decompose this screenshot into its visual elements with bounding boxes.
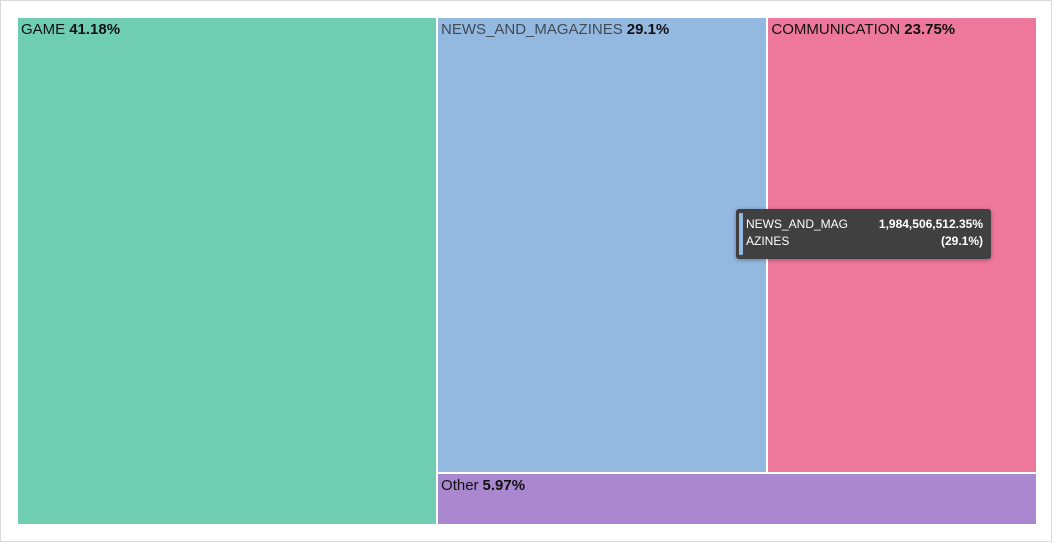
chart-tooltip: NEWS_AND_MAGAZINES 1,984,506,512.35% (29… bbox=[736, 209, 991, 259]
tooltip-value-block: 1,984,506,512.35% (29.1%) bbox=[879, 216, 983, 250]
cell-percent-label: 5.97% bbox=[482, 477, 526, 495]
tooltip-value: 1,984,506,512.35% bbox=[878, 217, 983, 231]
cell-percent-label: 29.1% bbox=[626, 21, 670, 38]
cell-category-name: COMMUNICATION bbox=[771, 21, 901, 38]
treemap-cell-label: COMMUNICATION 23.75% bbox=[771, 21, 955, 38]
cell-category-name: GAME bbox=[21, 21, 66, 38]
treemap-cell-label: NEWS_AND_MAGAZINES 29.1% bbox=[441, 21, 669, 38]
treemap-cell-other[interactable]: Other 5.97% bbox=[438, 474, 1038, 526]
treemap-cell-label: Other 5.97% bbox=[441, 477, 525, 494]
cell-percent-label: 41.18% bbox=[69, 21, 121, 38]
cell-category-name: NEWS_AND_MAGAZINES bbox=[441, 21, 623, 38]
treemap-cell-label: GAME 41.18% bbox=[21, 21, 120, 38]
treemap-cell-game[interactable]: GAME 41.18% bbox=[18, 18, 439, 526]
treemap-cell-news-and-magazines[interactable]: NEWS_AND_MAGAZINES 29.1% bbox=[438, 18, 769, 475]
cell-category-name: Other bbox=[441, 477, 479, 495]
tooltip-category-name: NEWS_AND_MAGAZINES bbox=[746, 217, 849, 248]
tooltip-percent: (29.1%) bbox=[940, 234, 983, 248]
tooltip-color-swatch bbox=[739, 213, 743, 255]
cell-percent-label: 23.75% bbox=[904, 21, 956, 38]
treemap-chart: GAME 41.18% NEWS_AND_MAGAZINES 29.1% COMMUNI… bbox=[18, 18, 1038, 526]
